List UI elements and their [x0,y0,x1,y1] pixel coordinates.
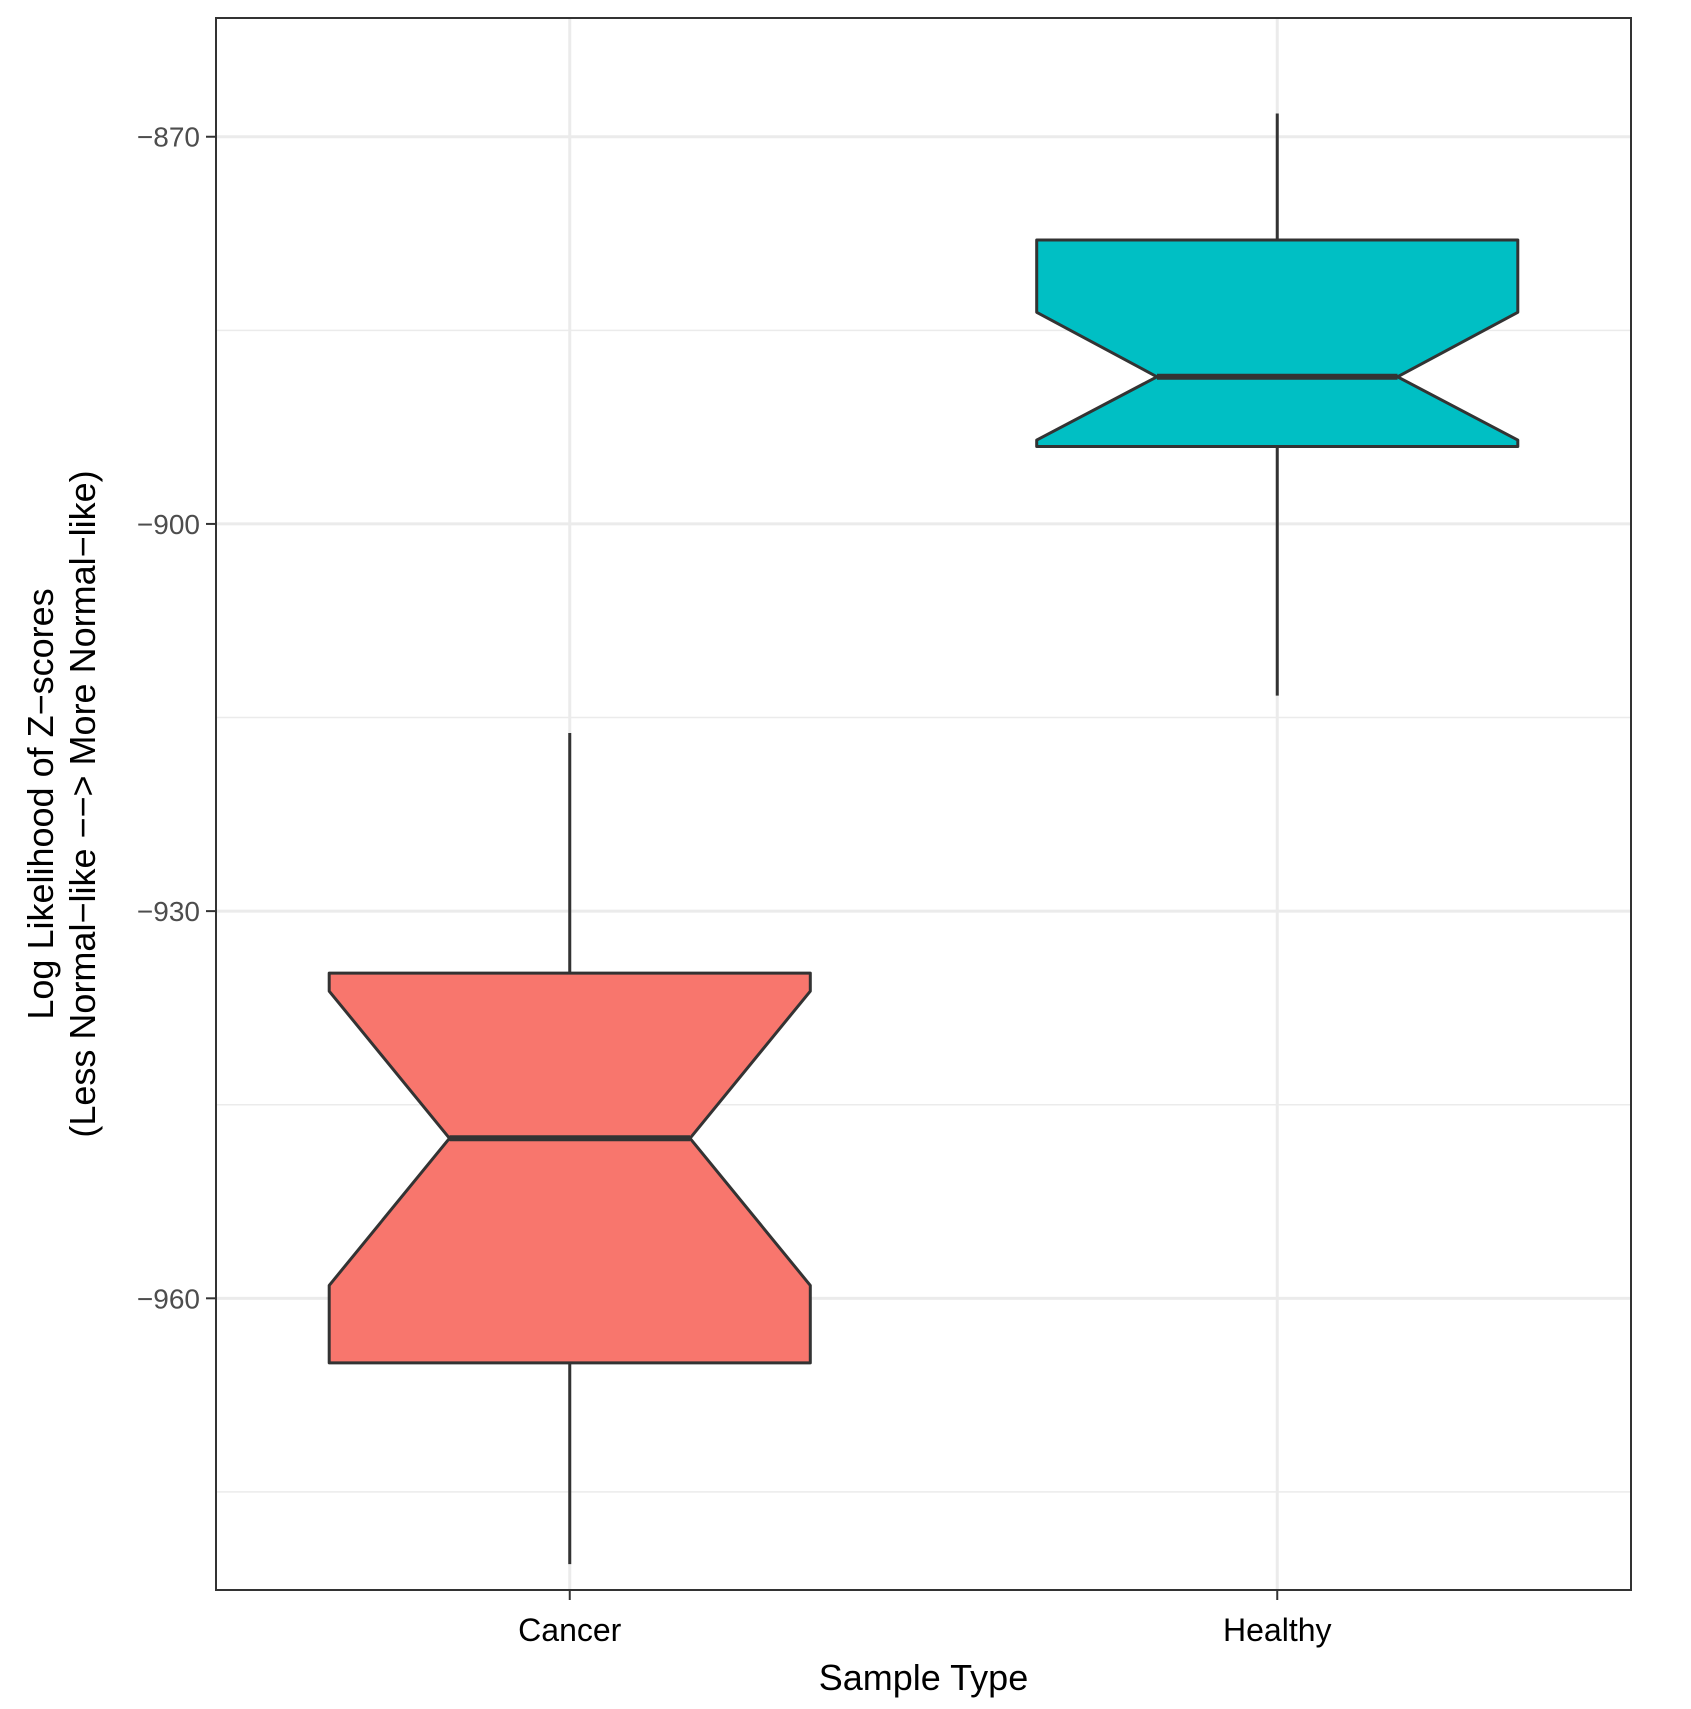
x-axis: Cancer Healthy [518,1590,1332,1648]
x-tick-label: Healthy [1223,1612,1332,1648]
x-tick-label: Cancer [518,1612,622,1648]
notched-box [1035,238,1520,448]
plot-panel [215,17,1632,1591]
y-tick-label: −960 [137,1283,200,1314]
panel-border [215,17,1632,1591]
x-axis-title: Sample Type [819,1657,1028,1698]
notched-box [327,971,812,1365]
y-axis: −870 −900 −930 −960 [137,122,216,1314]
y-tick-label: −900 [137,509,200,540]
box-cancer [327,733,812,1565]
y-tick-label: −870 [137,122,200,153]
boxes-group [327,113,1520,1565]
y-axis-title: Log Likelihood of Z−scores (Less Normal−… [20,470,103,1137]
y-axis-title-line-1: Log Likelihood of Z−scores [20,588,61,1019]
y-tick-label: −930 [137,896,200,927]
box-healthy [1035,113,1520,696]
y-axis-title-line-2: (Less Normal−like −−> More Normal−like) [62,470,103,1137]
